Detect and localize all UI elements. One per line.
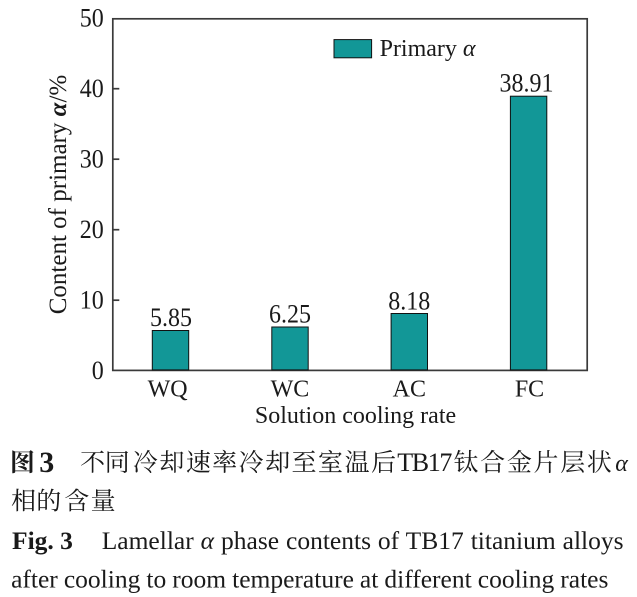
svg-text:3: 3 xyxy=(39,446,54,479)
svg-text:Lamellar α phase contents of T: Lamellar α phase contents of TB17 titani… xyxy=(102,526,624,555)
svg-text:after cooling to room temperat: after cooling to room temperature at dif… xyxy=(11,565,608,594)
svg-text:FC: FC xyxy=(515,377,544,403)
svg-text:40: 40 xyxy=(80,73,104,104)
svg-text:AC: AC xyxy=(393,377,426,403)
svg-text:Solution cooling rate: Solution cooling rate xyxy=(255,403,456,429)
svg-text:WQ: WQ xyxy=(148,377,188,403)
svg-text:38.91: 38.91 xyxy=(500,67,554,98)
svg-text:8.18: 8.18 xyxy=(388,285,430,316)
svg-text:α: α xyxy=(615,451,628,477)
svg-text:0: 0 xyxy=(92,355,104,386)
svg-text:10: 10 xyxy=(80,284,104,315)
svg-text:5.85: 5.85 xyxy=(150,302,192,333)
svg-text:Primary α: Primary α xyxy=(380,36,476,62)
svg-text:30: 30 xyxy=(80,143,104,174)
svg-text:20: 20 xyxy=(80,214,104,245)
svg-text:6.25: 6.25 xyxy=(269,298,311,329)
svg-text:Content of primary α/%: Content of primary α/% xyxy=(45,75,72,315)
svg-text:50: 50 xyxy=(80,2,104,33)
svg-text:Fig. 3: Fig. 3 xyxy=(12,526,73,555)
svg-text:TB17: TB17 xyxy=(397,448,452,477)
svg-text:WC: WC xyxy=(271,377,310,403)
